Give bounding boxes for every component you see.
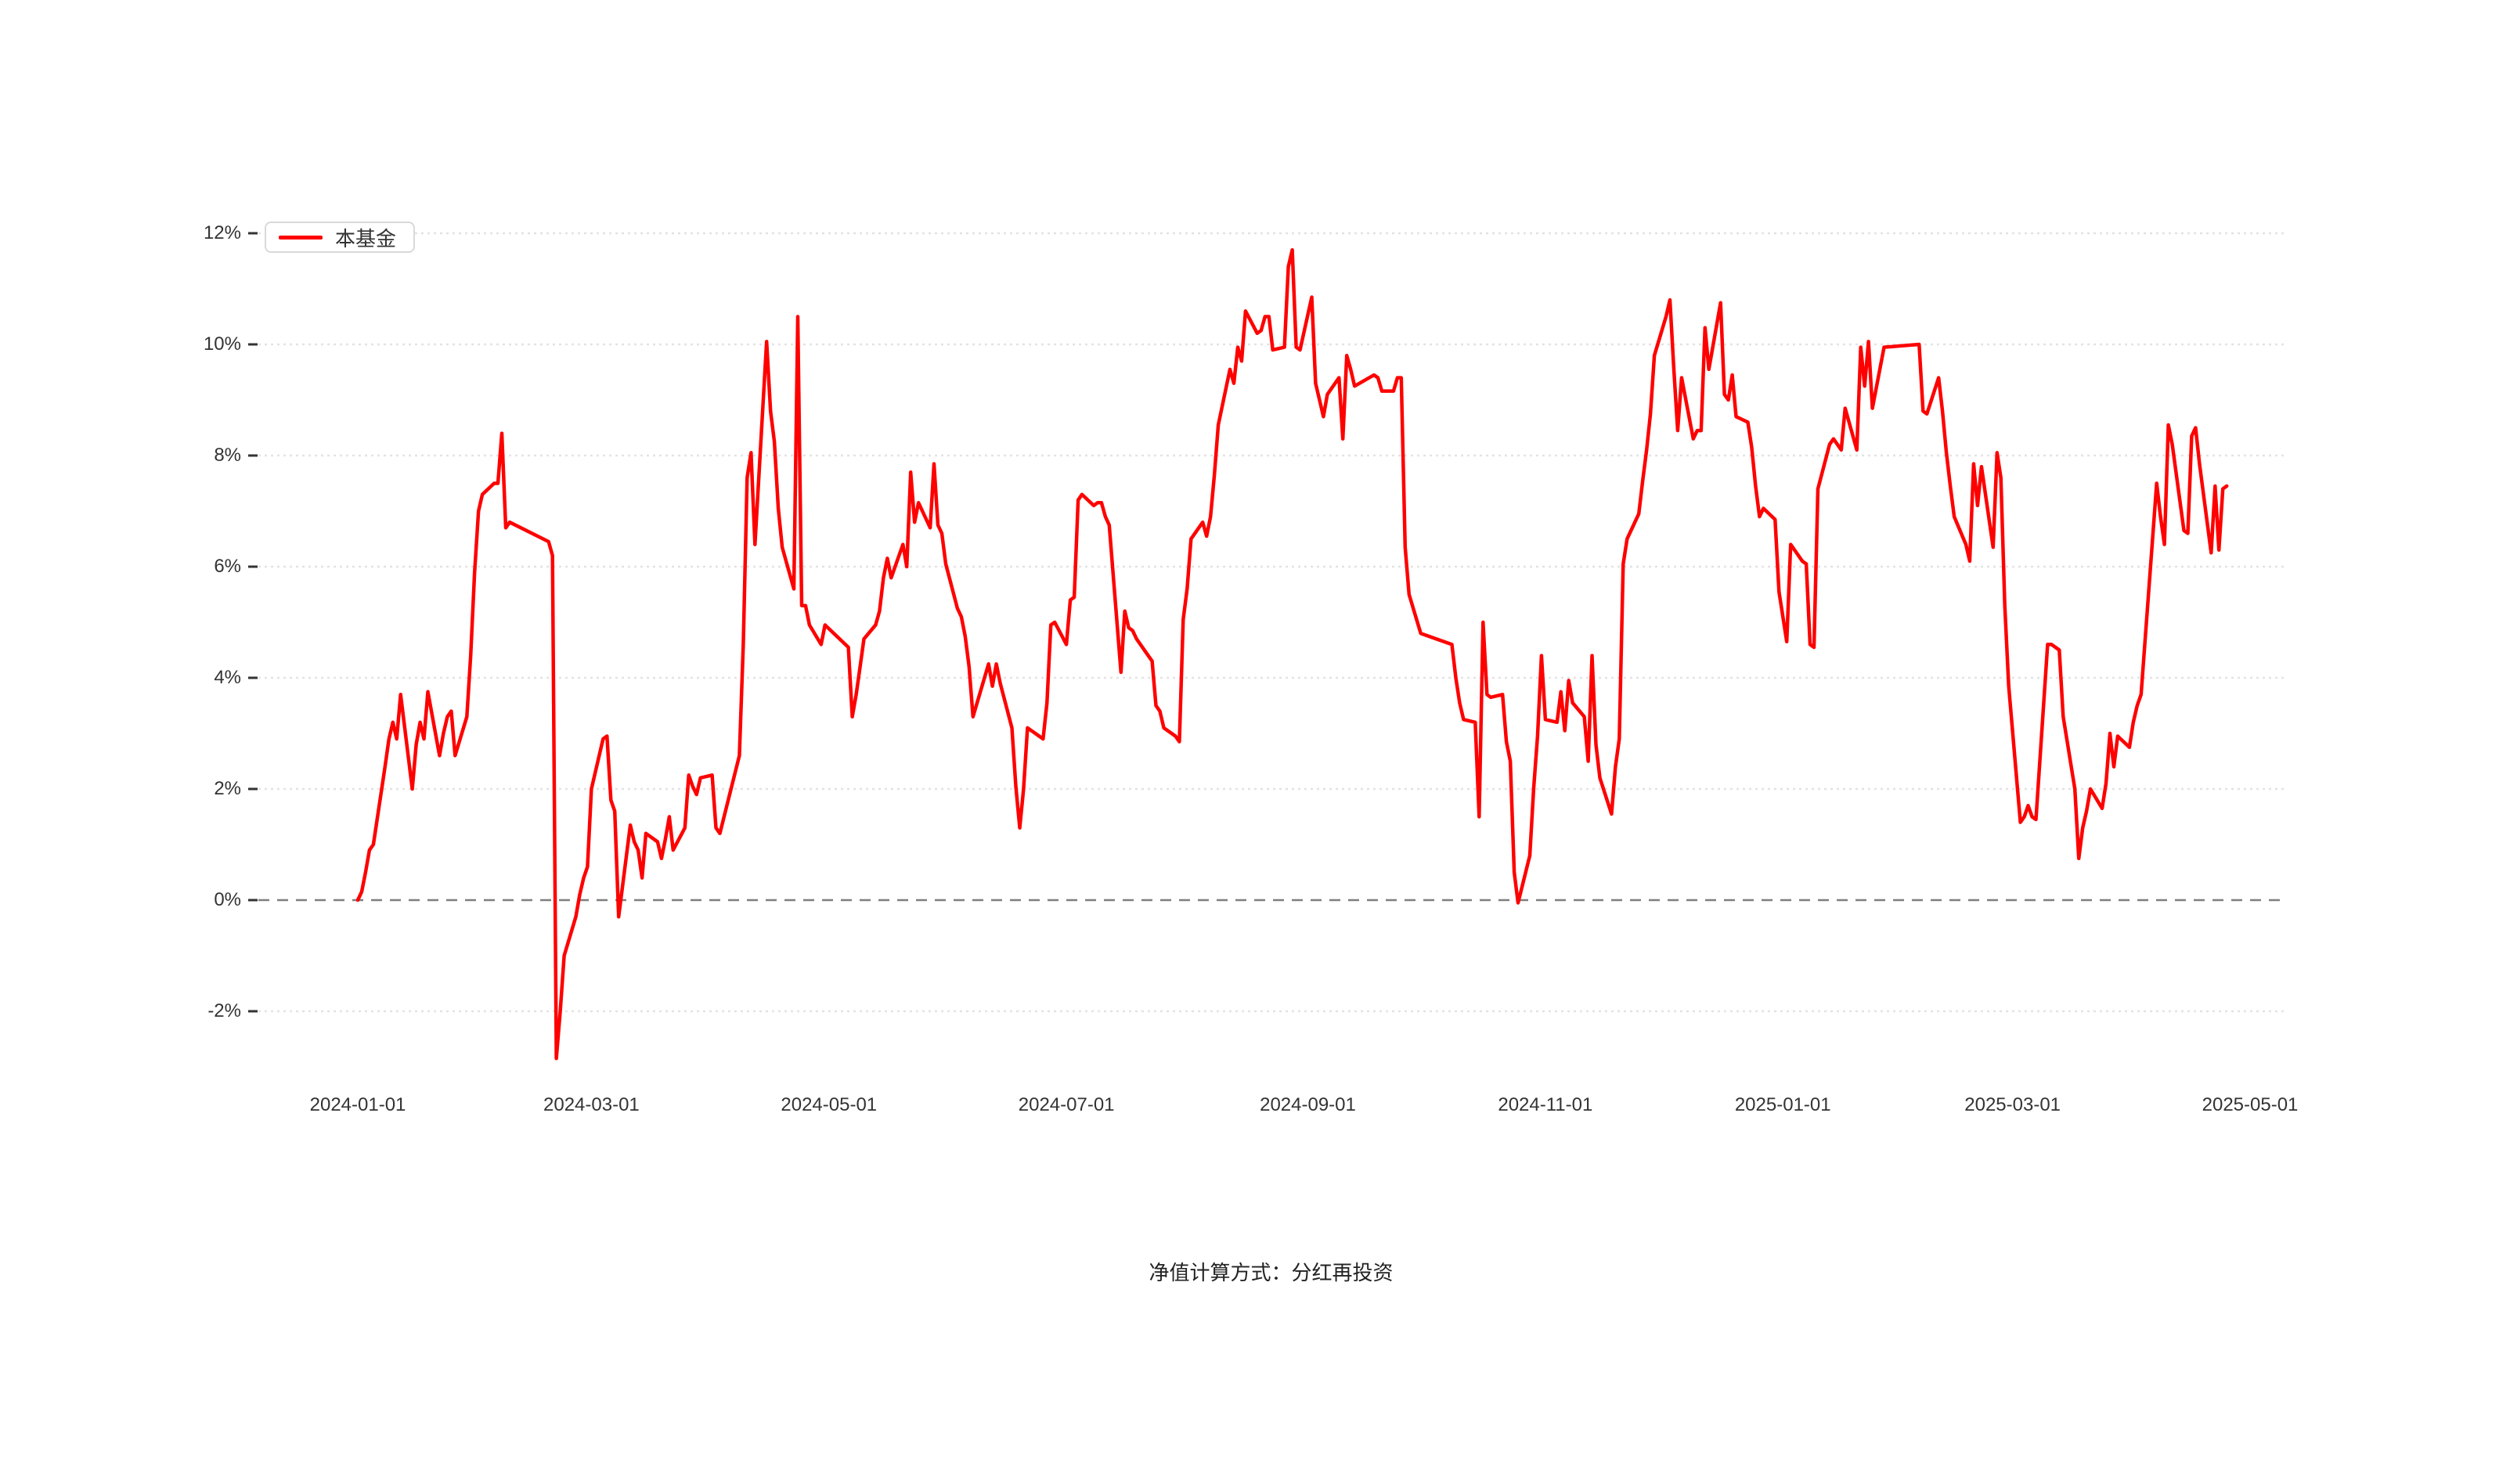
y-tick-label: 8% (214, 445, 241, 466)
y-tick-label: 2% (214, 778, 241, 799)
x-tick-label: 2025-05-01 (2202, 1094, 2299, 1115)
legend-label: 本基金 (335, 226, 397, 250)
x-tick-label: 2024-09-01 (1260, 1094, 1356, 1115)
y-tick-label: 0% (214, 889, 241, 910)
y-tick-label: -2% (207, 1000, 241, 1021)
y-tick-label: 6% (214, 556, 241, 577)
x-tick-label: 2024-07-01 (1018, 1094, 1115, 1115)
x-tick-label: 2025-03-01 (1964, 1094, 2061, 1115)
x-tick-label: 2024-03-01 (543, 1094, 640, 1115)
x-tick-label: 2024-01-01 (309, 1094, 406, 1115)
x-tick-label: 2025-01-01 (1734, 1094, 1831, 1115)
legend-item-fund[interactable]: 本基金 (265, 222, 416, 253)
y-tick-label: 12% (203, 222, 241, 243)
y-tick-label: 10% (203, 333, 241, 355)
footer-note: 净值计算方式：分红再投资 (1149, 1261, 1394, 1284)
y-tick-label: 4% (214, 667, 241, 688)
fund-series-line (355, 248, 2229, 1061)
x-tick-label: 2024-11-01 (1498, 1094, 1593, 1115)
x-tick-label: 2024-05-01 (781, 1094, 878, 1115)
legend-line-swatch (279, 235, 323, 240)
